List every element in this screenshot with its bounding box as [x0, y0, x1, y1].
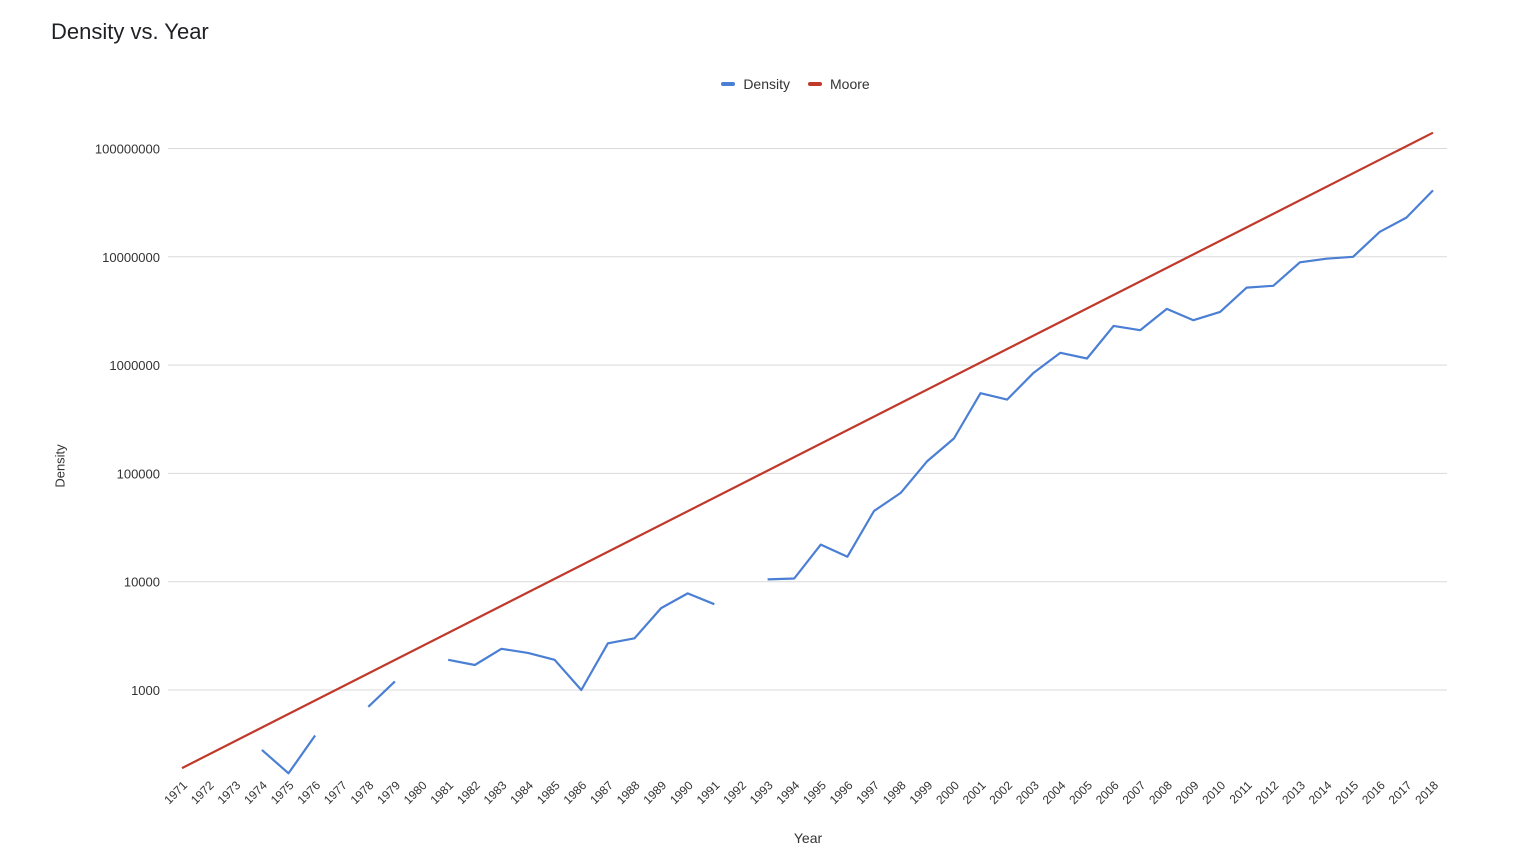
legend-item-moore[interactable]: Moore	[808, 76, 870, 92]
y-tick-label: 1000	[131, 683, 160, 698]
x-tick-label: 2018	[1412, 778, 1441, 807]
x-tick-label: 1976	[294, 778, 323, 807]
series-line-density	[447, 592, 715, 692]
x-tick-label: 2006	[1093, 778, 1122, 807]
x-tick-label: 1994	[774, 778, 803, 807]
x-tick-label: 1979	[374, 778, 403, 807]
x-tick-label: 1999	[907, 778, 936, 807]
x-tick-label: 2004	[1040, 778, 1069, 807]
x-tick-label: 2014	[1306, 778, 1335, 807]
series-line-density	[261, 734, 316, 775]
x-tick-label: 2007	[1120, 778, 1149, 807]
x-tick-label: 1992	[720, 778, 749, 807]
x-tick-label: 2010	[1199, 778, 1228, 807]
y-tick-label: 10000000	[102, 250, 160, 265]
x-tick-label: 2017	[1386, 778, 1415, 807]
series-line-density	[767, 189, 1434, 581]
x-tick-label: 1988	[614, 778, 643, 807]
x-tick-label: 1985	[534, 778, 563, 807]
x-tick-label: 1995	[800, 778, 829, 807]
x-tick-label: 1989	[640, 778, 669, 807]
series-line-moore	[181, 131, 1434, 770]
x-tick-label: 1974	[241, 778, 270, 807]
legend-label-moore: Moore	[830, 76, 870, 92]
x-tick-label: 2013	[1279, 778, 1308, 807]
x-tick-label: 1990	[667, 778, 696, 807]
x-tick-label: 1982	[454, 778, 483, 807]
chart-title: Density vs. Year	[51, 19, 209, 44]
x-axis-title: Year	[793, 830, 823, 846]
x-tick-label: 2005	[1066, 778, 1095, 807]
x-tick-label: 1977	[321, 778, 350, 807]
x-tick-label: 2000	[933, 778, 962, 807]
series-line-density	[367, 680, 396, 708]
x-tick-label: 1980	[401, 778, 430, 807]
x-tick-label: 1978	[348, 778, 377, 807]
x-tick-label: 2009	[1173, 778, 1202, 807]
x-tick-label: 1987	[587, 778, 616, 807]
x-tick-label: 2012	[1253, 778, 1282, 807]
x-tick-label: 1971	[161, 778, 190, 807]
legend: Density Moore	[0, 76, 1531, 92]
x-tick-label: 2008	[1146, 778, 1175, 807]
x-tick-label: 2011	[1227, 778, 1255, 806]
y-tick-label: 10000	[124, 575, 160, 590]
x-tick-label: 1998	[880, 778, 909, 807]
x-tick-label: 1973	[215, 778, 244, 807]
x-tick-label: 2016	[1359, 778, 1388, 807]
x-tick-label: 2003	[1013, 778, 1042, 807]
x-tick-label: 1991	[694, 778, 723, 807]
x-tick-label: 1981	[428, 778, 457, 807]
y-tick-label: 1000000	[109, 358, 160, 373]
legend-label-density: Density	[743, 76, 790, 92]
x-tick-label: 1997	[853, 778, 882, 807]
legend-item-density[interactable]: Density	[721, 76, 790, 92]
x-tick-label: 2015	[1332, 778, 1361, 807]
x-tick-label: 1984	[507, 778, 536, 807]
y-axis-title: Density	[52, 444, 68, 488]
x-tick-label: 1996	[827, 778, 856, 807]
y-tick-label: 100000000	[95, 142, 160, 157]
x-tick-label: 2001	[960, 778, 989, 807]
x-tick-label: 1975	[268, 778, 297, 807]
legend-swatch-density	[721, 82, 736, 86]
x-tick-label: 1986	[561, 778, 590, 807]
legend-swatch-moore	[808, 82, 822, 86]
x-tick-label: 1983	[481, 778, 510, 807]
y-tick-label: 100000	[117, 466, 160, 481]
x-tick-label: 1972	[188, 778, 217, 807]
x-tick-label: 1993	[747, 778, 776, 807]
x-tick-label: 2002	[986, 778, 1015, 807]
